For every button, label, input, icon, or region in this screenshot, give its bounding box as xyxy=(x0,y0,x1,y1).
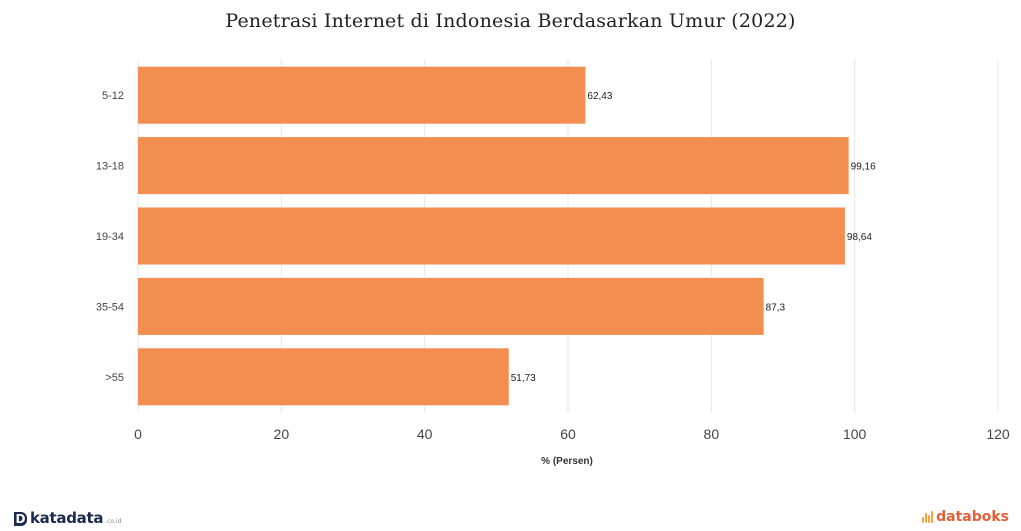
databoks-brand: databoks xyxy=(936,509,1009,525)
x-tick-label: 40 xyxy=(417,426,433,442)
bar xyxy=(138,137,849,195)
bar xyxy=(138,277,764,335)
x-tick-label: 100 xyxy=(843,426,867,442)
category-label: 19-34 xyxy=(96,231,124,243)
category-labels: 5-12 13-18 19-34 35-54 >55 xyxy=(96,90,124,384)
bar-value-label: 62,43 xyxy=(587,91,612,102)
chart-title: Penetrasi Internet di Indonesia Berdasar… xyxy=(225,10,796,32)
bar xyxy=(138,207,845,265)
x-tick-label: 120 xyxy=(986,426,1010,442)
bar-value-label: 51,73 xyxy=(511,373,536,384)
category-label: 5-12 xyxy=(102,90,124,102)
category-label: 35-54 xyxy=(96,301,124,313)
katadata-brand: katadata xyxy=(30,509,104,527)
x-tick-label: 20 xyxy=(274,426,290,442)
x-tick-label: 60 xyxy=(560,426,576,442)
katadata-mark-icon: D xyxy=(14,512,27,526)
bar-value-label: 99,16 xyxy=(851,162,876,173)
bar-value-label: 98,64 xyxy=(847,232,872,243)
x-tick-label: 0 xyxy=(134,426,142,442)
bar xyxy=(138,348,509,406)
category-label: 13-18 xyxy=(96,161,124,173)
x-tick-labels: 0 20 40 60 80 100 120 xyxy=(134,426,1010,442)
bar-series: 62,43 99,16 98,64 87,3 51,73 xyxy=(138,66,876,406)
category-label: >55 xyxy=(105,372,124,384)
katadata-logo: D katadata .co.id xyxy=(14,509,121,527)
bar xyxy=(138,66,586,124)
databoks-logo: databoks xyxy=(922,509,1009,525)
bar-chart: 62,43 99,16 98,64 87,3 51,73 5-12 13-18 19-34 3… xyxy=(96,60,1010,467)
bar-value-label: 87,3 xyxy=(766,302,786,313)
katadata-domain: .co.id xyxy=(105,518,122,525)
x-axis-label: % (Persen) xyxy=(541,456,593,467)
databoks-bars-icon xyxy=(922,511,934,523)
x-tick-label: 80 xyxy=(704,426,720,442)
